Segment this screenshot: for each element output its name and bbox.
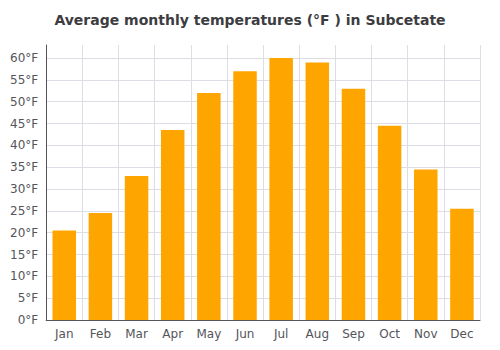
svg-text:Average monthly temperatures (: Average monthly temperatures (°F ) in Su…: [54, 12, 445, 28]
svg-text:55°F: 55°F: [10, 73, 38, 87]
svg-text:Jun: Jun: [235, 327, 255, 341]
svg-text:Aug: Aug: [306, 327, 329, 341]
svg-text:Jul: Jul: [273, 327, 288, 341]
svg-text:0°F: 0°F: [18, 313, 39, 327]
svg-text:25°F: 25°F: [10, 204, 38, 218]
svg-text:Jan: Jan: [54, 327, 74, 341]
svg-text:30°F: 30°F: [10, 182, 38, 196]
svg-text:35°F: 35°F: [10, 160, 38, 174]
svg-text:Dec: Dec: [450, 327, 473, 341]
svg-text:Sep: Sep: [342, 327, 365, 341]
svg-text:May: May: [196, 327, 221, 341]
svg-text:45°F: 45°F: [10, 117, 38, 131]
svg-text:50°F: 50°F: [10, 95, 38, 109]
svg-text:15°F: 15°F: [10, 248, 38, 262]
svg-text:Nov: Nov: [414, 327, 437, 341]
svg-text:Feb: Feb: [90, 327, 111, 341]
svg-text:10°F: 10°F: [10, 269, 38, 283]
svg-text:Oct: Oct: [379, 327, 400, 341]
svg-text:20°F: 20°F: [10, 226, 38, 240]
svg-text:40°F: 40°F: [10, 138, 38, 152]
svg-text:Apr: Apr: [162, 327, 183, 341]
svg-text:5°F: 5°F: [18, 291, 39, 305]
svg-text:Mar: Mar: [125, 327, 148, 341]
svg-text:60°F: 60°F: [10, 51, 38, 65]
